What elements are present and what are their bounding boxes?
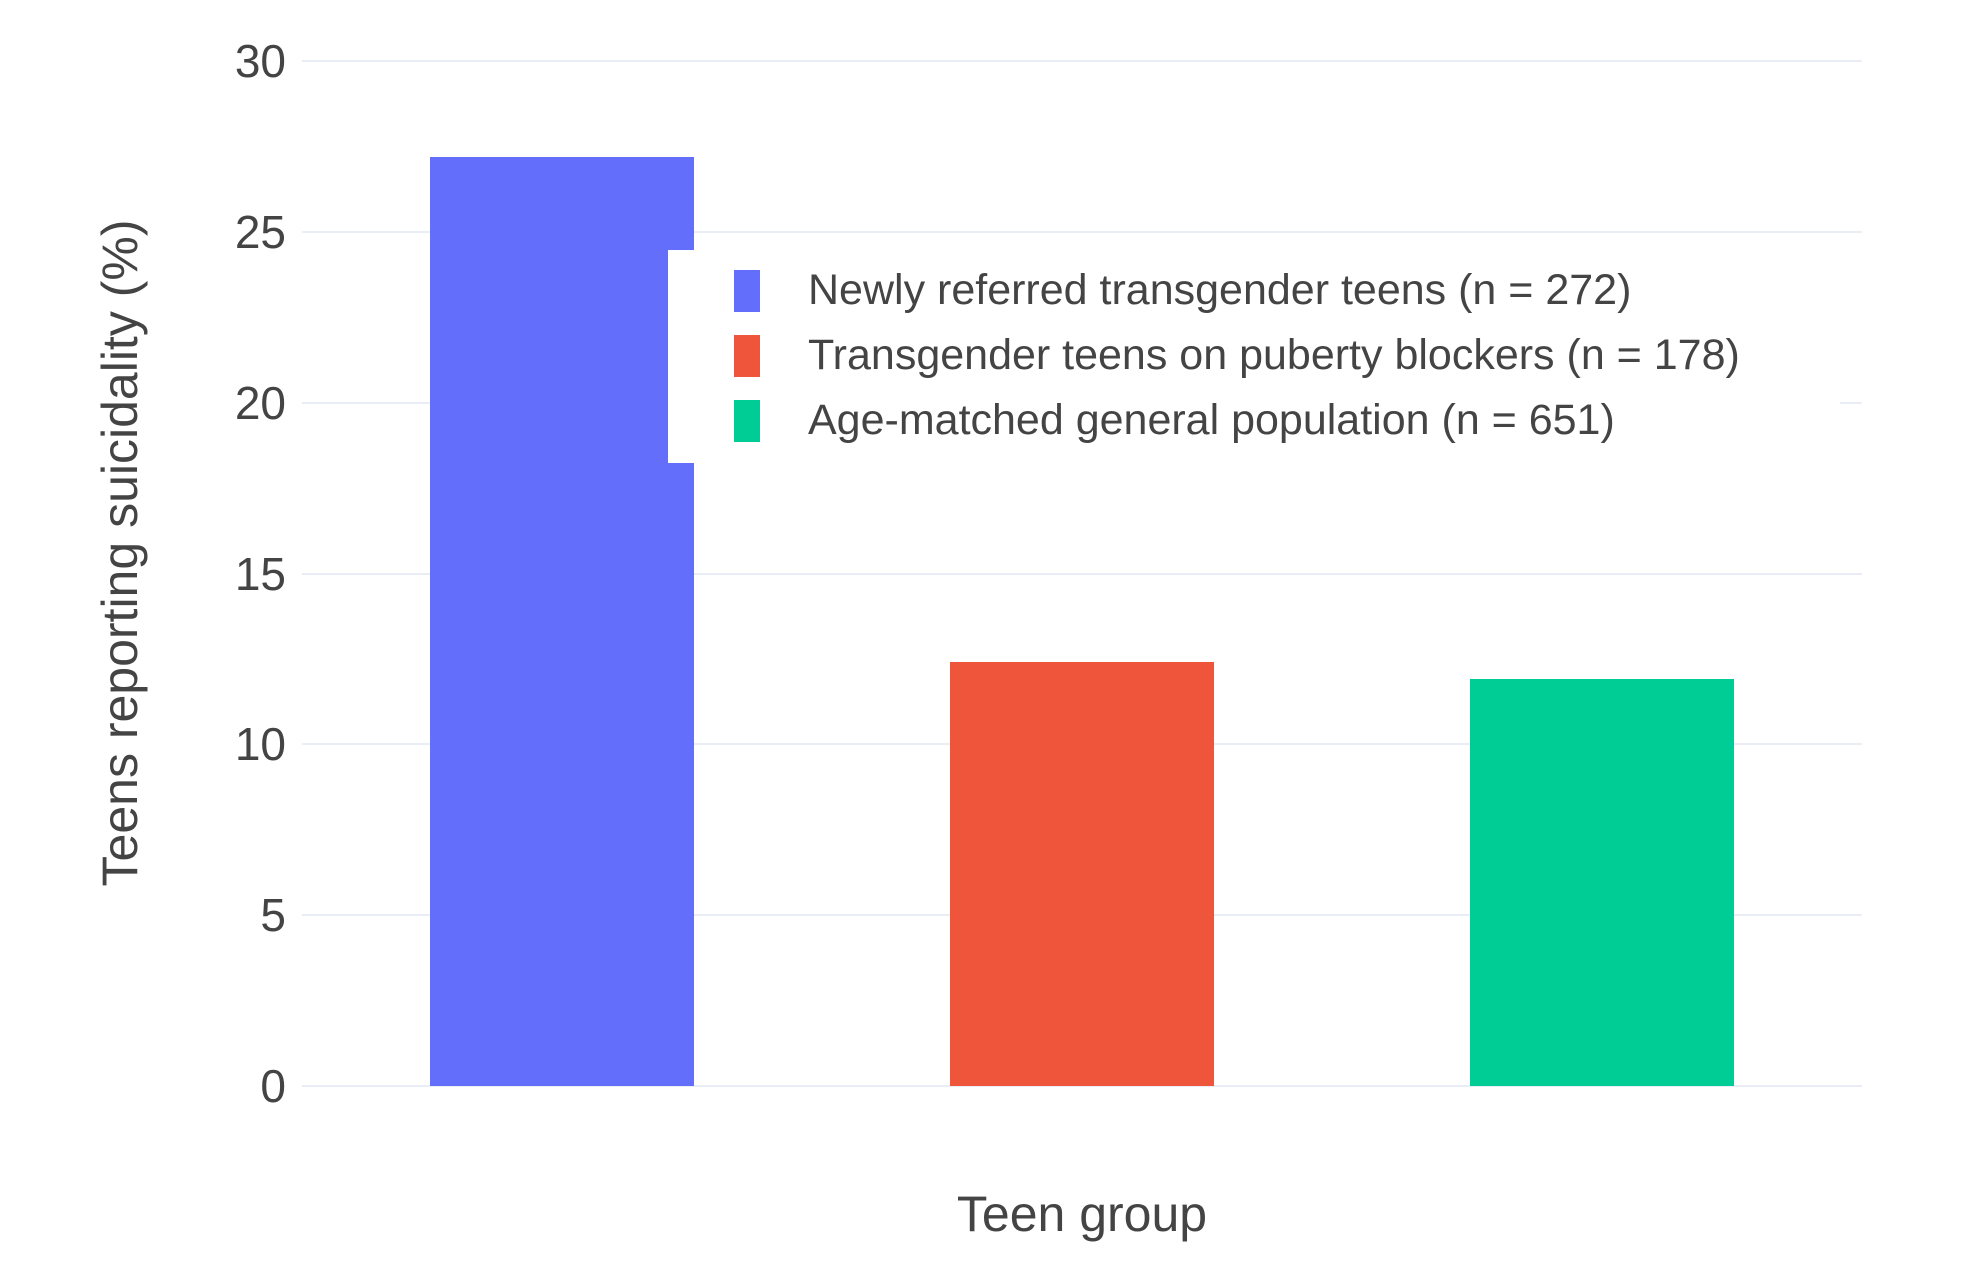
y-tick-label: 25	[234, 205, 286, 258]
y-tick-label: 30	[234, 35, 286, 88]
y-axis-title: Teens reporting suicidality (%)	[92, 219, 148, 887]
y-tick-label: 5	[260, 889, 286, 942]
gridline-y-0: 0	[260, 1063, 1862, 1109]
legend-swatch-icon	[734, 334, 760, 377]
gridline-y-30: 30	[235, 38, 1862, 84]
y-tick-label: 20	[234, 376, 286, 429]
gridline-y-15: 15	[235, 551, 1862, 597]
plot-area: 0 5 10 15 20 25 30 Newly referred transgender …	[235, 27, 1862, 1109]
y-tick-label: 0	[260, 1060, 286, 1112]
bar-2[interactable]	[950, 662, 1214, 1086]
legend-item-1[interactable]: Newly referred transgender teens (n = 27…	[668, 258, 1840, 323]
legend-item-3[interactable]: Age-matched general population (n = 651)	[668, 388, 1840, 453]
legend-item-2[interactable]: Transgender teens on puberty blockers (n…	[668, 323, 1840, 388]
legend-swatch-icon	[734, 399, 760, 442]
y-tick-label: 10	[234, 718, 286, 771]
y-tick-label: 15	[234, 547, 286, 600]
bar-1[interactable]	[430, 156, 694, 1086]
legend: Newly referred transgender teens (n = 27…	[668, 250, 1840, 463]
legend-swatch-icon	[734, 269, 760, 312]
legend-item-label: Transgender teens on puberty blockers (n…	[808, 331, 1740, 379]
x-axis-title: Teen group	[956, 1186, 1208, 1242]
legend-item-label: Age-matched general population (n = 651)	[808, 396, 1615, 444]
bar-3[interactable]	[1470, 679, 1734, 1086]
gridline-y-25: 25	[235, 209, 1862, 255]
legend-item-label: Newly referred transgender teens (n = 27…	[808, 266, 1632, 314]
